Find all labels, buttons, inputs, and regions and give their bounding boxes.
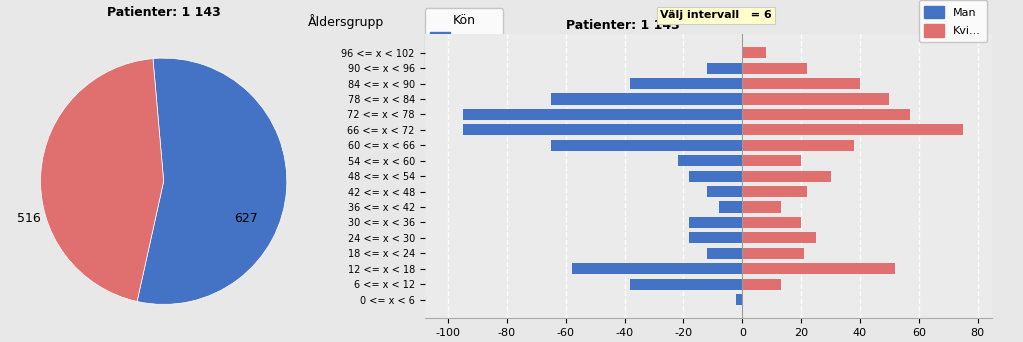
Bar bbox=[572, 263, 743, 274]
Bar bbox=[743, 124, 963, 135]
Bar bbox=[677, 155, 743, 166]
Legend: Man, Kvi...: Man, Kvi... bbox=[919, 0, 987, 42]
Title: Patienter: 1 143: Patienter: 1 143 bbox=[106, 6, 221, 19]
Wedge shape bbox=[137, 58, 286, 304]
Text: 516: 516 bbox=[16, 212, 41, 225]
Legend: Man, Kvinna: Man, Kvinna bbox=[425, 8, 503, 69]
Bar bbox=[743, 186, 807, 197]
Text: Välj intervall   = 6: Välj intervall = 6 bbox=[660, 10, 771, 20]
Bar bbox=[743, 201, 781, 213]
Bar bbox=[690, 217, 743, 228]
Bar bbox=[743, 263, 895, 274]
Bar bbox=[551, 93, 743, 105]
Bar bbox=[707, 248, 743, 259]
Bar bbox=[743, 217, 801, 228]
Bar bbox=[462, 109, 743, 120]
Bar bbox=[743, 78, 860, 89]
Bar bbox=[743, 47, 766, 58]
Wedge shape bbox=[41, 58, 164, 301]
Bar bbox=[743, 232, 815, 244]
Bar bbox=[630, 279, 743, 290]
Text: Patienter: 1 143: Patienter: 1 143 bbox=[567, 19, 680, 32]
Bar bbox=[707, 186, 743, 197]
Bar bbox=[743, 93, 889, 105]
Bar bbox=[743, 140, 854, 151]
Bar bbox=[743, 63, 807, 74]
Bar bbox=[743, 109, 909, 120]
Bar bbox=[690, 171, 743, 182]
Bar bbox=[737, 294, 743, 305]
Text: 627: 627 bbox=[234, 212, 258, 225]
Text: Åldersgrupp: Åldersgrupp bbox=[308, 14, 385, 28]
Bar bbox=[690, 232, 743, 244]
Bar bbox=[630, 78, 743, 89]
Bar bbox=[743, 248, 804, 259]
Bar bbox=[743, 279, 781, 290]
Bar bbox=[743, 171, 831, 182]
Bar bbox=[462, 124, 743, 135]
Bar bbox=[707, 63, 743, 74]
Bar bbox=[743, 155, 801, 166]
Bar bbox=[719, 201, 743, 213]
Bar bbox=[551, 140, 743, 151]
